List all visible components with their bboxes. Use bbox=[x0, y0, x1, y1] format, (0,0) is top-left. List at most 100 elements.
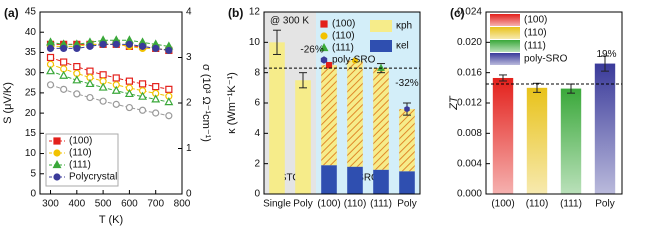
legend-swatch bbox=[490, 27, 520, 39]
data-point bbox=[151, 94, 161, 103]
y-tick-label: 0.012 bbox=[457, 98, 482, 109]
y-tick-label: 45 bbox=[25, 7, 37, 18]
data-point bbox=[85, 78, 95, 88]
data-point bbox=[325, 61, 333, 69]
data-point bbox=[46, 53, 55, 62]
x-tick-label: 300 bbox=[42, 199, 59, 210]
data-point bbox=[404, 105, 410, 113]
y-tick-label: 6 bbox=[254, 98, 260, 109]
x-tick-label: (100) bbox=[317, 199, 340, 210]
bar-segment bbox=[399, 171, 415, 194]
data-point bbox=[73, 44, 81, 53]
data-point bbox=[138, 91, 148, 100]
y-axis-label: κ (Wm⁻¹K⁻¹) bbox=[226, 72, 238, 134]
panel-label: (a) bbox=[4, 6, 19, 20]
x-tick-label: 600 bbox=[121, 199, 138, 210]
bar-segment bbox=[347, 166, 363, 194]
x-tick-label: 700 bbox=[147, 199, 164, 210]
legend-label: Polycrystal bbox=[69, 172, 117, 183]
data-point bbox=[112, 100, 120, 108]
data-point bbox=[99, 40, 107, 48]
y2-tick-label: 1 bbox=[186, 143, 192, 154]
y-tick-label: 20 bbox=[25, 108, 37, 119]
y-tick-label: 2 bbox=[254, 158, 260, 169]
data-point bbox=[72, 75, 82, 84]
series-line bbox=[50, 63, 169, 97]
legend-swatch bbox=[370, 40, 392, 52]
error-bar bbox=[499, 74, 507, 82]
data-point bbox=[164, 97, 174, 106]
bar bbox=[594, 63, 616, 194]
y-tick-label: 15 bbox=[25, 128, 37, 139]
legend-marker bbox=[319, 43, 329, 52]
data-point bbox=[73, 90, 81, 98]
data-point bbox=[46, 81, 55, 89]
bar-segment bbox=[373, 169, 389, 194]
legend-label: (100) bbox=[69, 136, 92, 147]
data-point bbox=[125, 77, 134, 85]
y2-tick-label: 2 bbox=[186, 98, 192, 109]
y-tick-label: 40 bbox=[25, 27, 37, 38]
data-point bbox=[98, 82, 108, 91]
legend-label: κph bbox=[396, 21, 412, 32]
panel-label: (b) bbox=[228, 6, 243, 20]
bar-segment bbox=[321, 165, 337, 194]
series-line bbox=[50, 57, 169, 90]
x-tick-label: (111) bbox=[560, 199, 582, 210]
legend-marker bbox=[320, 56, 328, 64]
data-point bbox=[111, 85, 121, 94]
data-point bbox=[165, 85, 173, 93]
data-point bbox=[86, 93, 94, 102]
y-tick-label: 0.004 bbox=[457, 158, 482, 169]
bar bbox=[560, 88, 582, 194]
x-tick-label: (111) bbox=[370, 199, 392, 210]
data-point bbox=[124, 88, 134, 98]
data-point bbox=[60, 44, 68, 53]
x-tick-label: 800 bbox=[174, 199, 191, 210]
data-point bbox=[152, 44, 160, 53]
bar bbox=[492, 77, 514, 194]
data-point bbox=[86, 67, 94, 75]
legend-marker bbox=[53, 173, 61, 181]
data-point bbox=[152, 109, 160, 117]
region-label: SRO bbox=[357, 173, 379, 184]
data-point bbox=[138, 106, 147, 114]
series-line bbox=[50, 84, 169, 117]
panel-label: (c) bbox=[450, 6, 465, 20]
series-line bbox=[50, 43, 169, 51]
bar-segment bbox=[399, 109, 415, 172]
y-axis-label: ZT bbox=[448, 95, 460, 111]
data-point bbox=[152, 83, 160, 91]
bar-segment bbox=[295, 80, 311, 194]
series-line bbox=[50, 70, 169, 103]
legend-label: (110) bbox=[332, 31, 355, 42]
x-tick-label: (110) bbox=[526, 199, 549, 210]
data-point bbox=[351, 57, 359, 64]
y-tick-label: 5 bbox=[30, 168, 36, 179]
data-point bbox=[112, 74, 120, 82]
error-bar bbox=[533, 82, 541, 93]
y-tick-label: 0.008 bbox=[457, 128, 482, 139]
legend-label: (110) bbox=[69, 148, 92, 159]
x-tick-label: 400 bbox=[68, 199, 85, 210]
x-tick-label: Poly bbox=[397, 199, 416, 210]
data-point bbox=[125, 103, 134, 112]
y2-tick-label: 0 bbox=[186, 189, 192, 200]
legend-label: (100) bbox=[524, 15, 547, 26]
data-point bbox=[60, 58, 68, 66]
annotation: 19% bbox=[597, 49, 617, 60]
x-axis-label: T (K) bbox=[99, 214, 123, 226]
y-tick-label: 0.000 bbox=[457, 189, 482, 200]
data-point bbox=[46, 66, 55, 75]
data-point bbox=[125, 40, 134, 48]
legend-swatch bbox=[490, 40, 520, 52]
y-tick-label: 0 bbox=[30, 189, 36, 200]
y-axis-label: S (μV/K) bbox=[2, 82, 14, 124]
bar-segment bbox=[321, 65, 337, 166]
legend-label: poly-SRO bbox=[332, 55, 376, 66]
x-tick-label: Single bbox=[263, 199, 291, 210]
plot-frame bbox=[39, 11, 183, 195]
y-tick-label: 4 bbox=[254, 128, 260, 139]
y-tick-label: 25 bbox=[25, 88, 37, 99]
